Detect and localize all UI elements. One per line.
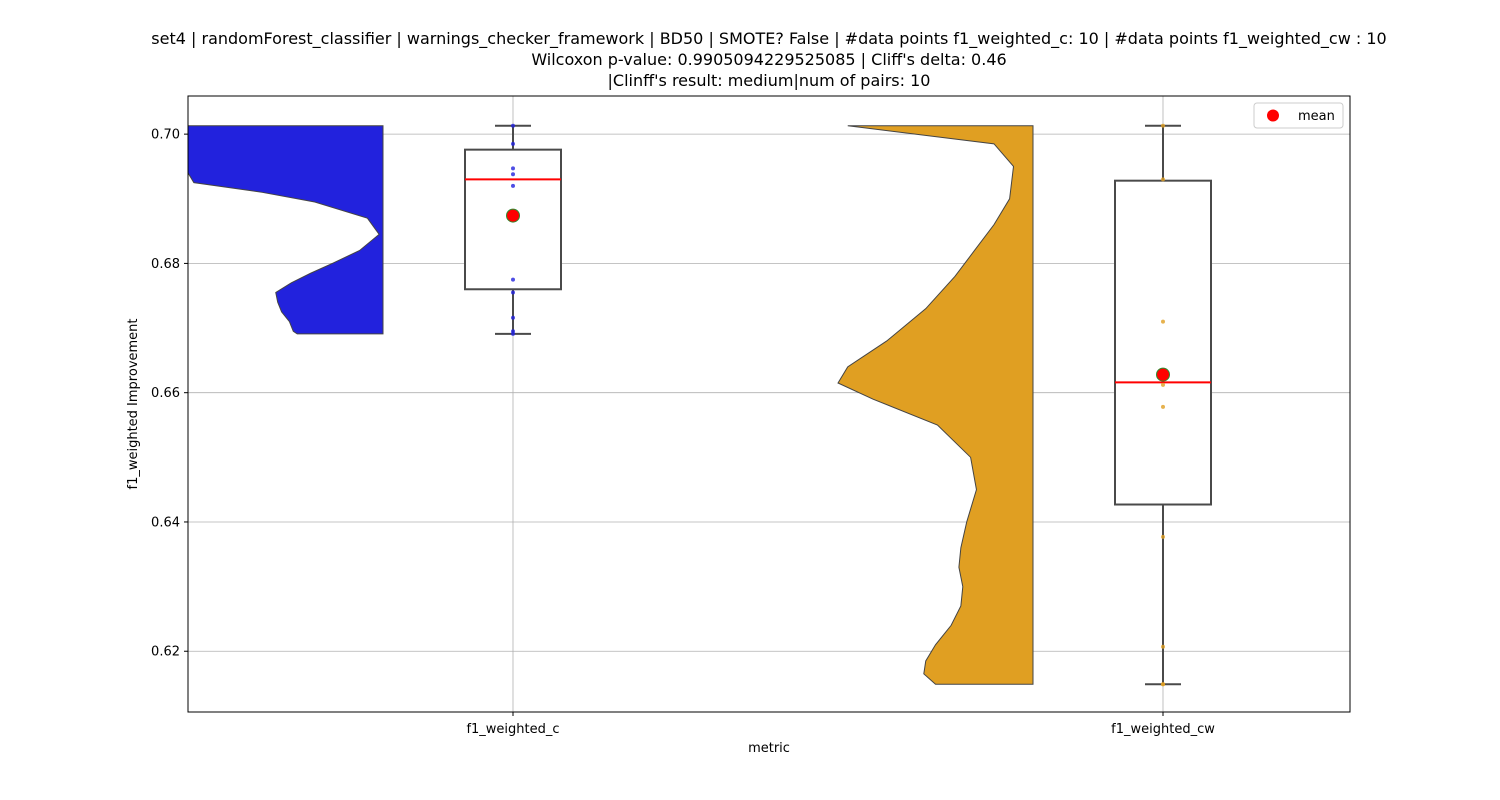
data-point <box>1161 319 1165 324</box>
legend-box <box>1253 102 1344 129</box>
data-point <box>1161 644 1165 649</box>
data-point <box>511 183 515 188</box>
violin-layer <box>188 125 1034 685</box>
data-point <box>511 277 515 282</box>
y-tick-label: 0.64 <box>151 515 180 530</box>
violin-f1_weighted_c <box>188 125 384 335</box>
data-point <box>1161 177 1165 182</box>
mean-marker <box>1156 367 1170 382</box>
legend-mean-marker <box>1267 109 1279 122</box>
data-point <box>1161 534 1165 539</box>
y-tick-label: 0.62 <box>151 645 180 660</box>
data-point <box>1161 682 1165 687</box>
y-axis: 0.62 0.64 0.66 0.68 0.70 <box>151 128 188 660</box>
y-axis-label: f1_weighted Improvement <box>126 318 141 489</box>
legend: mean <box>1253 102 1344 129</box>
axes-frame <box>187 95 1351 713</box>
x-axis: f1_weighted_c f1_weighted_cw <box>466 712 1215 737</box>
data-point <box>511 331 515 336</box>
chart-title-line-1: set4 | randomForest_classifier | warning… <box>151 29 1387 48</box>
y-tick-label: 0.68 <box>151 257 180 272</box>
data-point <box>1161 404 1165 409</box>
mean-marker <box>506 208 520 223</box>
x-axis-label: metric <box>748 741 790 756</box>
x-tick-label: f1_weighted_cw <box>1111 722 1215 737</box>
violin-f1_weighted_cw <box>837 125 1034 685</box>
y-tick-label: 0.70 <box>151 128 180 143</box>
data-point <box>511 290 515 295</box>
box-f1_weighted_cw <box>1114 179 1212 506</box>
data-point <box>511 315 515 320</box>
data-point <box>1161 382 1165 387</box>
data-point <box>511 172 515 177</box>
data-point <box>511 166 515 171</box>
chart-title-line-2: Wilcoxon p-value: 0.9905094229525085 | C… <box>531 50 1007 69</box>
point-layer <box>506 123 1170 687</box>
chart-title-line-3: |Clinff's result: medium|num of pairs: 1… <box>607 71 931 90</box>
y-tick-label: 0.66 <box>151 386 180 401</box>
x-tick-label: f1_weighted_c <box>466 722 559 737</box>
data-point <box>511 141 515 146</box>
data-point <box>511 123 515 128</box>
legend-mean-label: mean <box>1298 109 1335 124</box>
box-layer <box>464 124 1212 686</box>
data-point <box>1161 123 1165 128</box>
